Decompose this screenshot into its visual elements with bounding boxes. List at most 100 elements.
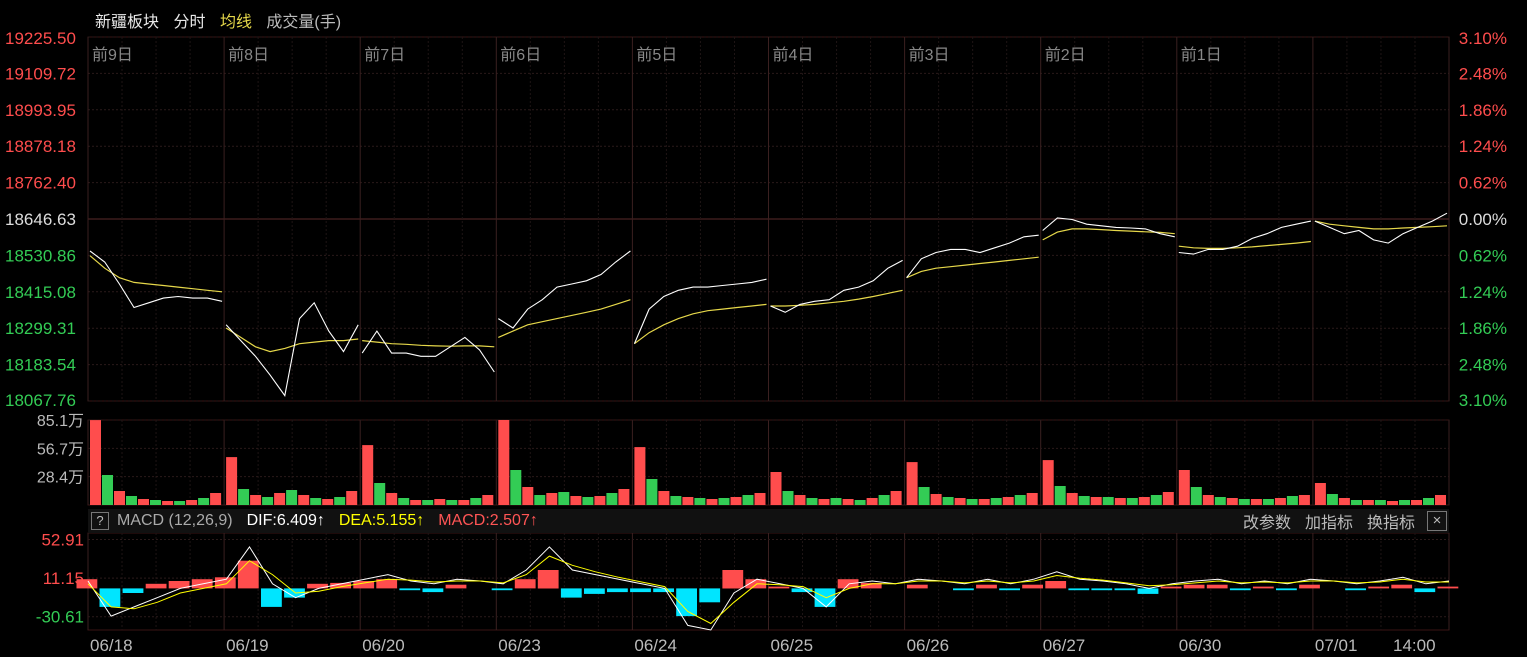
volume-bar xyxy=(138,499,149,505)
date-label: 06/27 xyxy=(1043,636,1086,655)
date-label: 06/23 xyxy=(498,636,541,655)
volume-bar xyxy=(482,495,494,505)
volume-bar xyxy=(570,496,582,505)
volume-bar xyxy=(818,499,830,505)
macd-histogram-bar xyxy=(1022,584,1043,589)
price-tick-label: 18299.31 xyxy=(5,319,76,338)
pct-tick-label: 0.62% xyxy=(1459,174,1507,193)
price-line-day-1 xyxy=(225,301,359,397)
volume-bar xyxy=(1362,500,1374,505)
volume-bar xyxy=(274,493,286,505)
macd-histogram-bar xyxy=(607,588,628,593)
volume-bar xyxy=(770,472,782,505)
volume-bar xyxy=(398,498,410,505)
macd-histogram-bar xyxy=(676,588,697,617)
switch-indicator-button[interactable]: 换指标 xyxy=(1366,515,1415,532)
volume-bar xyxy=(1435,495,1446,505)
help-button[interactable]: ? xyxy=(91,512,109,530)
volume-bar xyxy=(126,496,137,505)
day-label: 前8日 xyxy=(228,46,269,64)
volume-bar xyxy=(470,498,482,505)
pct-tick-label: 0.62% xyxy=(1459,246,1507,265)
macd-histogram-bar xyxy=(168,581,190,589)
volume-bar xyxy=(1238,499,1250,505)
avg-line-day-9 xyxy=(1314,220,1448,230)
volume-bar xyxy=(978,499,990,505)
add-indicator-button[interactable]: 加指标 xyxy=(1304,515,1353,532)
macd-histogram-bar xyxy=(1091,588,1113,591)
volume-bar xyxy=(694,498,706,505)
volume-bar xyxy=(954,498,966,505)
macd-histogram-bar xyxy=(1437,586,1459,589)
macd-histogram-bar xyxy=(1160,586,1182,589)
macd-histogram-bar xyxy=(699,588,721,603)
volume-bar xyxy=(1399,500,1410,505)
macd-tick-label: 52.91 xyxy=(41,531,84,550)
macd-histogram-bar xyxy=(353,581,375,589)
volume-bar xyxy=(1387,501,1398,505)
volume-bar xyxy=(1374,500,1386,505)
volume-bar xyxy=(1190,487,1202,505)
volume-bar xyxy=(90,420,101,505)
volume-bar xyxy=(174,501,186,505)
macd-histogram-bar xyxy=(1183,584,1205,589)
macd-histogram-bar xyxy=(1206,584,1228,589)
date-label: 06/30 xyxy=(1179,636,1222,655)
avg-line-day-8 xyxy=(1178,240,1311,249)
volume-bar xyxy=(966,499,978,505)
pct-tick-label: 0.00% xyxy=(1459,210,1507,229)
volume-bar xyxy=(238,489,250,505)
avg-line-day-1 xyxy=(225,327,359,353)
volume-bar xyxy=(866,498,878,505)
volume-bar xyxy=(942,497,954,505)
macd-histogram-bar xyxy=(906,584,928,589)
volume-bar xyxy=(1411,500,1422,505)
volume-bar xyxy=(1002,497,1014,505)
price-tick-label: 18530.86 xyxy=(5,246,76,265)
volume-bar xyxy=(606,493,618,505)
pct-tick-label: 3.10% xyxy=(1459,391,1507,410)
price-line-day-4 xyxy=(633,278,767,344)
volume-bar xyxy=(1150,495,1162,505)
volume-bar xyxy=(1014,495,1026,505)
macd-histogram-bar xyxy=(491,588,513,591)
macd-histogram-bar xyxy=(791,588,813,593)
volume-bar xyxy=(1314,483,1326,505)
volume-bar xyxy=(522,487,534,505)
volume-bar xyxy=(374,483,386,505)
dea-value: DEA:5.155↑ xyxy=(338,512,425,529)
macd-histogram-bar xyxy=(145,583,167,589)
volume-bar xyxy=(186,500,198,505)
price-tick-label: 18067.76 xyxy=(5,391,76,410)
volume-bar xyxy=(226,457,238,505)
volume-bar xyxy=(322,499,334,505)
macd-histogram-bar xyxy=(953,588,974,591)
price-tick-label: 19225.50 xyxy=(5,29,76,48)
edit-params-button[interactable]: 改参数 xyxy=(1242,515,1291,532)
volume-bar xyxy=(1250,499,1262,505)
price-line-day-0 xyxy=(89,250,223,309)
avg-line-day-6 xyxy=(906,256,1039,279)
volume-bar xyxy=(754,493,766,505)
date-label: 06/25 xyxy=(771,636,814,655)
volume-bar xyxy=(1298,495,1310,505)
macd-histogram-bar xyxy=(514,579,536,589)
volume-bar xyxy=(670,496,682,505)
macd-histogram-bar xyxy=(1045,581,1067,589)
price-tick-label: 18878.18 xyxy=(5,137,76,156)
mode-label[interactable]: 分时 xyxy=(173,14,206,31)
date-label: 06/20 xyxy=(362,636,405,655)
volume-bar xyxy=(890,491,902,505)
avg-line-label[interactable]: 均线 xyxy=(219,14,252,31)
dif-value: DIF:6.409↑ xyxy=(246,512,325,529)
volume-bar xyxy=(658,491,670,505)
macd-histogram-bar xyxy=(399,588,421,591)
volume-bar xyxy=(262,497,274,505)
macd-histogram-bar xyxy=(1137,588,1159,594)
macd-indicator-name: MACD (12,26,9) xyxy=(117,512,233,529)
price-tick-label: 18762.40 xyxy=(5,174,76,193)
close-icon[interactable]: × xyxy=(1427,511,1447,531)
volume-bar xyxy=(1078,496,1090,505)
macd-tools: 改参数 加指标 换指标 × xyxy=(1229,509,1449,533)
